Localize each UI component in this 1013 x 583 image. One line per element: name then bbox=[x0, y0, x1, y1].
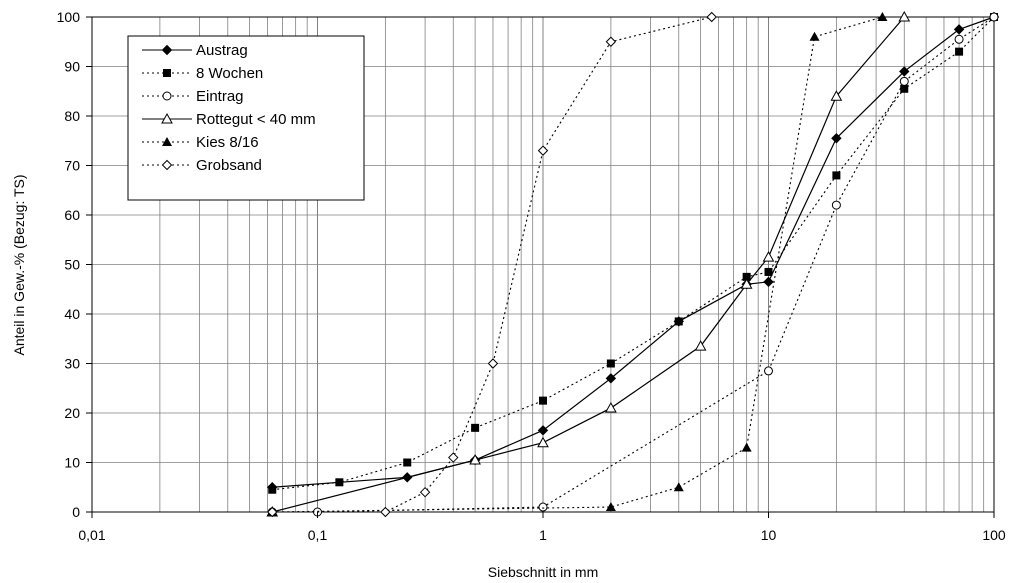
data-point-8-wochen bbox=[832, 171, 841, 180]
y-tick-label: 90 bbox=[64, 59, 80, 75]
legend-label-grobsand: Grobsand bbox=[196, 157, 262, 174]
legend: Austrag 8 Wochen Eintrag Rottegut < 40 mm Ki… bbox=[127, 35, 365, 201]
data-point-8-wochen bbox=[335, 478, 344, 487]
x-tick-label: 0,01 bbox=[78, 527, 105, 543]
data-point-eintrag bbox=[954, 34, 964, 44]
data-point-rottegut-40-mm bbox=[762, 251, 775, 262]
legend-label-austrag: Austrag bbox=[196, 42, 248, 59]
series-layer bbox=[266, 10, 1000, 518]
data-point-rottegut-40-mm bbox=[537, 436, 549, 448]
x-tick-label: 100 bbox=[982, 527, 1006, 543]
data-point-austrag bbox=[831, 133, 842, 144]
data-point-8-wochen bbox=[268, 485, 277, 494]
y-tick-label: 70 bbox=[64, 158, 80, 174]
series-line-kies-8-16 bbox=[272, 16, 883, 513]
data-point-austrag bbox=[953, 24, 965, 35]
y-tick-label: 30 bbox=[64, 356, 80, 372]
x-tick-label: 0,1 bbox=[308, 527, 328, 543]
series-grobsand bbox=[267, 11, 717, 518]
legend-item-grobsand: Grobsand bbox=[142, 157, 262, 174]
tick-labels: 0 10 20 30 40 50 60 70 80 90 100 0,01 0,1 1 10 100 bbox=[57, 9, 1006, 543]
y-tick-label: 100 bbox=[57, 9, 81, 25]
data-point-eintrag bbox=[764, 366, 773, 376]
legend-marker-8-wochen bbox=[163, 69, 171, 77]
data-point-eintrag bbox=[831, 200, 841, 210]
data-point-rottegut-40-mm bbox=[740, 278, 753, 289]
legend-items: Austrag 8 Wochen Eintrag Rottegut < 40 mm Ki… bbox=[142, 42, 316, 174]
data-point-grobsand bbox=[380, 506, 391, 518]
legend-label-8-wochen: 8 Wochen bbox=[196, 65, 263, 82]
data-point-kies-8-16 bbox=[673, 482, 684, 492]
series-line-grobsand bbox=[272, 16, 712, 513]
data-point-austrag bbox=[763, 276, 774, 288]
data-point-8-wochen bbox=[764, 267, 773, 276]
data-point-austrag bbox=[537, 425, 549, 436]
data-point-8-wochen bbox=[900, 84, 909, 93]
data-point-rottegut-40-mm bbox=[469, 453, 481, 465]
y-tick-label: 20 bbox=[64, 405, 80, 421]
legend-marker-austrag bbox=[161, 44, 173, 56]
data-point-austrag bbox=[899, 66, 910, 77]
data-point-grobsand bbox=[537, 145, 549, 156]
data-point-8-wochen bbox=[742, 272, 751, 281]
data-point-kies-8-16 bbox=[877, 12, 888, 21]
data-point-grobsand bbox=[605, 36, 617, 47]
data-point-8-wochen bbox=[955, 47, 964, 56]
legend-label-rottegut-40-mm: Rottegut < 40 mm bbox=[196, 111, 316, 128]
series-line-8-wochen bbox=[272, 16, 995, 491]
series-8-wochen bbox=[268, 13, 998, 494]
data-point-eintrag bbox=[538, 502, 548, 512]
data-point-rottegut-40-mm bbox=[830, 90, 843, 101]
legend-item-austrag: Austrag bbox=[142, 42, 248, 59]
legend-label-eintrag: Eintrag bbox=[196, 88, 244, 105]
data-point-rottegut-40-mm bbox=[694, 340, 707, 351]
data-point-rottegut-40-mm bbox=[605, 402, 617, 413]
y-tick-label: 40 bbox=[64, 306, 80, 322]
legend-marker-grobsand bbox=[161, 159, 173, 171]
data-point-rottegut-40-mm bbox=[898, 10, 911, 22]
legend-item-8-wochen: 8 Wochen bbox=[142, 65, 263, 82]
data-point-grobsand bbox=[487, 358, 499, 369]
series-line-austrag bbox=[272, 16, 995, 488]
y-tick-label: 10 bbox=[64, 455, 80, 471]
legend-item-eintrag: Eintrag bbox=[142, 88, 244, 105]
y-tick-label: 50 bbox=[64, 257, 80, 273]
data-point-8-wochen bbox=[606, 359, 615, 368]
y-tick-label: 0 bbox=[72, 504, 80, 520]
x-tick-label: 10 bbox=[761, 527, 777, 543]
y-axis-label: Anteil in Gew.-% (Bezug: TS) bbox=[11, 174, 27, 355]
y-tick-label: 80 bbox=[64, 108, 80, 124]
data-point-grobsand bbox=[706, 11, 717, 23]
series-austrag bbox=[267, 11, 1000, 493]
data-point-kies-8-16 bbox=[809, 31, 820, 41]
data-point-8-wochen bbox=[539, 396, 547, 405]
legend-marker-eintrag bbox=[162, 91, 172, 101]
x-axis-label: Siebschnitt in mm bbox=[488, 564, 598, 580]
data-point-eintrag bbox=[899, 76, 909, 86]
y-tick-label: 60 bbox=[64, 207, 80, 223]
legend-marker-kies-8-16 bbox=[162, 137, 172, 146]
data-point-8-wochen bbox=[471, 423, 480, 432]
data-point-grobsand bbox=[448, 452, 459, 463]
data-point-kies-8-16 bbox=[741, 442, 752, 452]
data-point-grobsand bbox=[267, 506, 278, 518]
data-point-austrag bbox=[605, 373, 617, 384]
x-tick-label: 1 bbox=[539, 527, 547, 543]
legend-item-kies-8-16: Kies 8/16 bbox=[142, 134, 259, 151]
data-point-8-wochen bbox=[674, 317, 683, 326]
data-point-grobsand bbox=[419, 486, 431, 498]
legend-marker-rottegut-40-mm bbox=[161, 112, 173, 124]
legend-label-kies-8-16: Kies 8/16 bbox=[196, 134, 259, 151]
data-point-kies-8-16 bbox=[605, 502, 616, 512]
data-point-8-wochen bbox=[403, 458, 412, 467]
data-point-eintrag bbox=[989, 12, 999, 22]
legend-item-rottegut-40-mm: Rottegut < 40 mm bbox=[142, 111, 316, 128]
